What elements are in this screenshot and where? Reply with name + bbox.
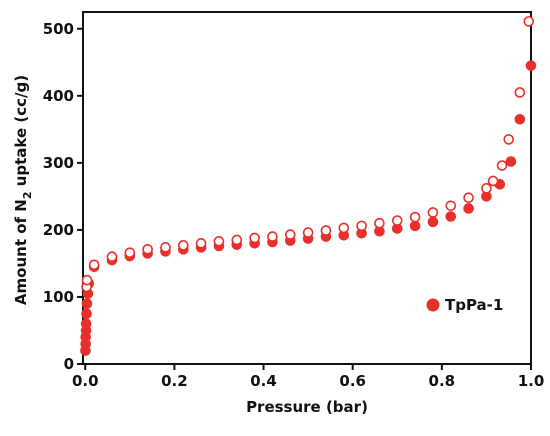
point [88,259,100,271]
point [514,87,526,98]
x-axis-label: Pressure (bar) [246,398,368,416]
point [338,222,350,234]
point [160,242,171,253]
point [505,156,517,167]
point [320,225,332,236]
point [427,207,439,218]
y-tick-label: 200 [43,221,74,239]
point [514,113,526,125]
point [503,134,515,145]
point [356,220,367,232]
x-tick-label: 0.6 [339,372,366,390]
point [81,274,93,286]
y-tick-label: 400 [43,87,74,105]
point [391,215,403,226]
point [481,183,492,194]
point [487,175,499,187]
point [284,229,296,240]
x-tick-label: 1.0 [518,372,545,390]
y-label-main: Amount of N [12,199,30,305]
y-label-end: uptake (cc/g) [12,75,30,192]
x-tick-label: 0.0 [72,372,99,390]
y-axis-label: Amount of N2 uptake (cc/g) [12,75,34,305]
y-tick-label: 0 [64,355,74,373]
y-tick-label: 300 [43,154,74,172]
point [142,244,153,255]
point [231,234,243,246]
point [409,220,421,232]
point [81,298,93,309]
x-tick-label: 0.8 [429,372,456,390]
point [463,203,474,214]
point [523,16,535,27]
point [445,200,457,212]
point [80,318,92,330]
point [106,251,118,263]
legend-marker [426,298,440,312]
point [249,232,260,244]
x-tick-label: 0.2 [161,372,188,390]
point [427,216,439,228]
point [409,211,421,223]
point [496,160,508,171]
point [81,308,92,320]
point [267,231,278,242]
point [195,238,207,249]
point [445,211,457,222]
point [302,227,314,238]
legend-label: TpPa-1 [445,296,503,314]
point [124,247,136,259]
point [374,217,385,229]
y-label-sub: 2 [21,192,34,200]
y-tick-label: 500 [43,20,74,38]
x-tick-label: 0.4 [250,372,277,390]
point [213,236,225,247]
point [525,60,537,71]
point [177,240,189,251]
point [463,192,474,204]
plot-frame [82,11,532,365]
y-tick-label: 100 [43,288,74,306]
